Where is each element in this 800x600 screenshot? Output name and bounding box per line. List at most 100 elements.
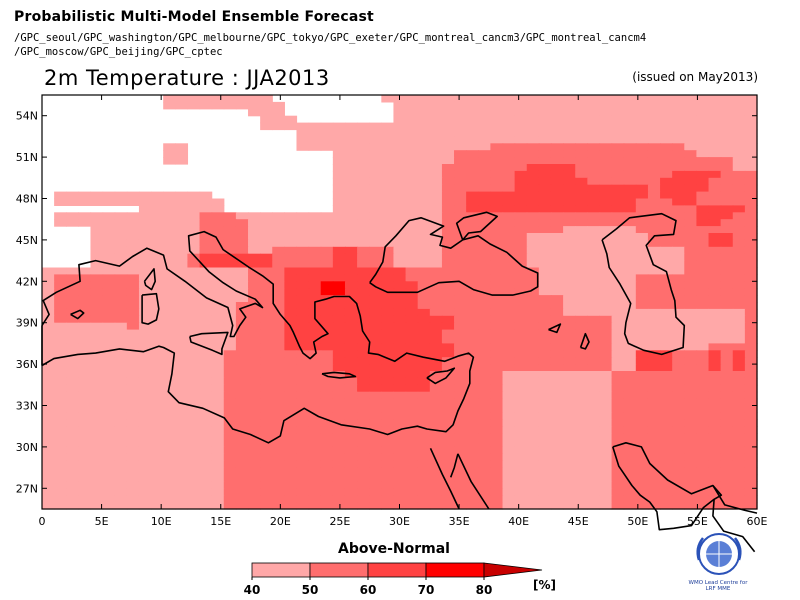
grid-cell (526, 474, 540, 482)
grid-cell (199, 433, 213, 441)
grid-cell (332, 274, 346, 282)
grid-cell (550, 398, 564, 407)
grid-cell (502, 440, 516, 448)
grid-cell (647, 384, 661, 393)
grid-cell (90, 433, 104, 441)
grid-cell (138, 488, 152, 496)
grid-cell (175, 460, 189, 469)
grid-cell (357, 191, 370, 200)
grid-cell (393, 184, 407, 193)
grid-cell (344, 357, 358, 365)
grid-cell (114, 453, 128, 462)
grid-cell (381, 219, 395, 227)
grid-cell (635, 233, 649, 241)
grid-cell (320, 377, 334, 386)
grid-cell (466, 502, 479, 510)
grid-cell (66, 322, 79, 331)
grid-cell (381, 467, 395, 476)
grid-cell (599, 95, 613, 103)
grid-cell (696, 157, 710, 165)
grid-cell (417, 233, 431, 241)
grid-cell (138, 226, 152, 234)
grid-cell (708, 184, 722, 193)
grid-cell (696, 315, 710, 324)
grid-cell (393, 101, 407, 110)
grid-cell (429, 281, 443, 289)
grid-cell (441, 198, 455, 206)
grid-cell (672, 157, 685, 165)
grid-cell (538, 426, 552, 434)
grid-cell (405, 246, 419, 255)
grid-cell (647, 426, 661, 434)
grid-cell (587, 460, 601, 469)
grid-cell (138, 371, 152, 379)
grid-cell (611, 101, 625, 110)
grid-cell (151, 419, 164, 427)
grid-cell (66, 364, 79, 372)
grid-cell (405, 440, 419, 448)
grid-cell (66, 308, 79, 317)
grid-cell (272, 474, 285, 482)
grid-cell (550, 336, 564, 344)
grid-cell (599, 453, 613, 462)
grid-cell (647, 198, 661, 206)
grid-cell (611, 371, 625, 379)
grid-cell (126, 460, 140, 469)
grid-cell (357, 302, 370, 310)
grid-cell (211, 343, 225, 351)
grid-cell (575, 391, 588, 400)
grid-cell (502, 453, 516, 462)
grid-cell (308, 322, 322, 331)
grid-cell (42, 274, 55, 282)
grid-cell (369, 288, 382, 296)
grid-cell (623, 357, 637, 365)
grid-cell (684, 446, 698, 455)
grid-cell (332, 212, 346, 220)
grid-cell (284, 357, 298, 365)
grid-cell (66, 398, 79, 407)
grid-cell (538, 350, 552, 358)
grid-cell (429, 253, 443, 262)
grid-cell (514, 170, 528, 179)
legend-label: 80 (476, 583, 493, 597)
grid-cell (429, 357, 443, 365)
grid-cell (260, 115, 273, 124)
grid-cell (381, 460, 395, 469)
grid-cell (90, 219, 104, 227)
grid-cell (611, 191, 625, 200)
grid-cell (538, 308, 552, 317)
grid-cell (708, 239, 722, 248)
grid-cell (526, 274, 540, 282)
grid-cell (42, 288, 55, 296)
grid-cell (514, 495, 528, 503)
grid-cell (732, 412, 746, 420)
grid-cell (708, 150, 722, 158)
grid-cell (466, 226, 479, 234)
grid-cell (514, 233, 528, 241)
grid-cell (151, 233, 164, 241)
grid-cell (138, 384, 152, 393)
grid-cell (357, 246, 370, 255)
grid-cell (587, 246, 601, 255)
grid-cell (357, 198, 370, 206)
grid-cell (199, 371, 213, 379)
grid-cell (708, 101, 722, 110)
grid-cell (720, 467, 734, 476)
grid-cell (163, 391, 176, 400)
grid-cell (429, 398, 443, 407)
grid-cell (502, 343, 516, 351)
grid-cell (441, 440, 455, 448)
grid-cell (647, 364, 661, 372)
lon-tick-label: 60E (747, 515, 768, 528)
grid-cell (550, 384, 564, 393)
grid-cell (732, 488, 746, 496)
grid-cell (623, 129, 637, 137)
grid-cell (575, 267, 588, 275)
grid-cell (405, 398, 419, 407)
grid-cell (114, 495, 128, 503)
grid-cell (708, 460, 722, 469)
grid-cell (187, 467, 201, 476)
grid-cell (672, 191, 685, 200)
grid-cell (248, 226, 261, 234)
grid-cell (611, 274, 625, 282)
